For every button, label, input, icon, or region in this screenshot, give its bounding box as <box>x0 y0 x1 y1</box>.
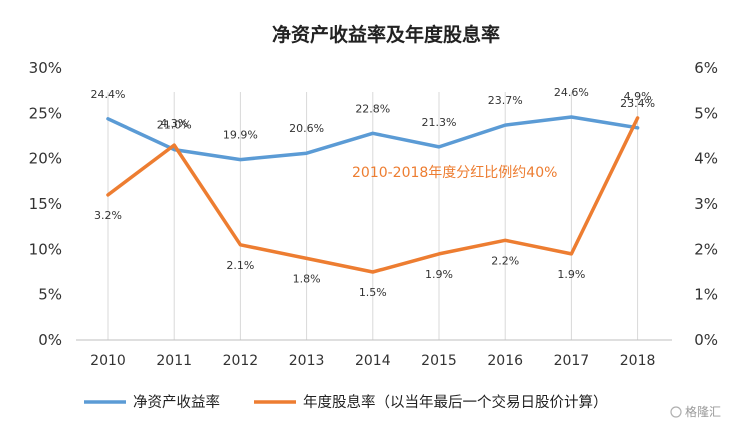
y-left-tick: 5% <box>38 286 62 304</box>
legend-label-dividend-yield: 年度股息率（以当年最后一个交易日股价计算） <box>303 393 608 411</box>
roe-label-2018: 23.4% <box>620 97 655 110</box>
y-right-tick: 5% <box>694 104 718 122</box>
x-tick-2010: 2010 <box>90 353 126 369</box>
roe-label-2012: 19.9% <box>223 129 258 142</box>
y-right-tick: 3% <box>694 195 718 213</box>
series-line-roe <box>106 115 640 162</box>
legend-label-roe: 净资产收益率 <box>133 394 220 411</box>
y-left-tick: 0% <box>38 331 62 349</box>
y-left-tick: 10% <box>29 240 62 258</box>
y-left-tick: 30% <box>29 59 62 77</box>
y-right-tick: 2% <box>694 240 718 258</box>
dividend-label-2013: 1.8% <box>293 272 321 285</box>
x-axis: 2010 2011 2012 2013 2014 2015 2016 2017 2018 <box>90 353 655 369</box>
roe-label-2017: 24.6% <box>554 86 589 99</box>
series-line-dividend-yield <box>106 116 640 274</box>
x-tick-2015: 2015 <box>421 353 457 369</box>
y-left-tick: 15% <box>29 195 62 213</box>
x-tick-2014: 2014 <box>355 353 391 369</box>
dividend-label-2018: 4.9% <box>624 90 652 103</box>
legend: 净资产收益率 年度股息率（以当年最后一个交易日股价计算） <box>84 393 608 411</box>
dividend-label-2016: 2.2% <box>491 254 519 267</box>
dividend-label-2014: 1.5% <box>359 286 387 299</box>
roe-label-2015: 21.3% <box>422 116 457 129</box>
x-tick-2012: 2012 <box>223 353 259 369</box>
series-lines <box>106 115 640 274</box>
y-axis-left: 0% 5% 10% 15% 20% 25% 30% <box>29 59 62 349</box>
watermark: 格隆汇 <box>670 404 721 419</box>
y-left-tick: 20% <box>29 150 62 168</box>
x-tick-2018: 2018 <box>620 353 656 369</box>
dividend-label-2017: 1.9% <box>557 268 585 281</box>
roe-label-2011: 21.0% <box>157 119 192 132</box>
x-tick-2016: 2016 <box>487 353 523 369</box>
x-tick-2013: 2013 <box>289 353 325 369</box>
watermark-text: 格隆汇 <box>685 404 721 419</box>
roe-label-2016: 23.7% <box>488 94 523 107</box>
dividend-label-2015: 1.9% <box>425 268 453 281</box>
roe-label-2014: 22.8% <box>355 102 390 115</box>
dividend-label-2011: 4.3% <box>160 117 188 130</box>
y-left-tick: 25% <box>29 104 62 122</box>
y-axis-right: 0% 1% 2% 3% 4% 5% 6% <box>694 59 718 349</box>
y-right-tick: 0% <box>694 331 718 349</box>
y-right-tick: 1% <box>694 286 718 304</box>
dividend-label-2010: 3.2% <box>94 209 122 222</box>
payout-annotation: 2010-2018年度分红比例约40% <box>352 165 557 181</box>
data-labels: 24.4% 21.0% 19.9% 20.6% 22.8% 21.3% 23.7% 24.6%… <box>91 86 656 299</box>
roe-label-2013: 20.6% <box>289 122 324 135</box>
y-right-tick: 4% <box>694 150 718 168</box>
x-tick-2017: 2017 <box>554 353 590 369</box>
x-tick-2011: 2011 <box>156 353 192 369</box>
dividend-label-2012: 2.1% <box>226 259 254 272</box>
watermark-icon <box>670 406 682 418</box>
roe-label-2010: 24.4% <box>91 88 126 101</box>
y-right-tick: 6% <box>694 59 718 77</box>
chart-title: 净资产收益率及年度股息率 <box>272 23 500 46</box>
